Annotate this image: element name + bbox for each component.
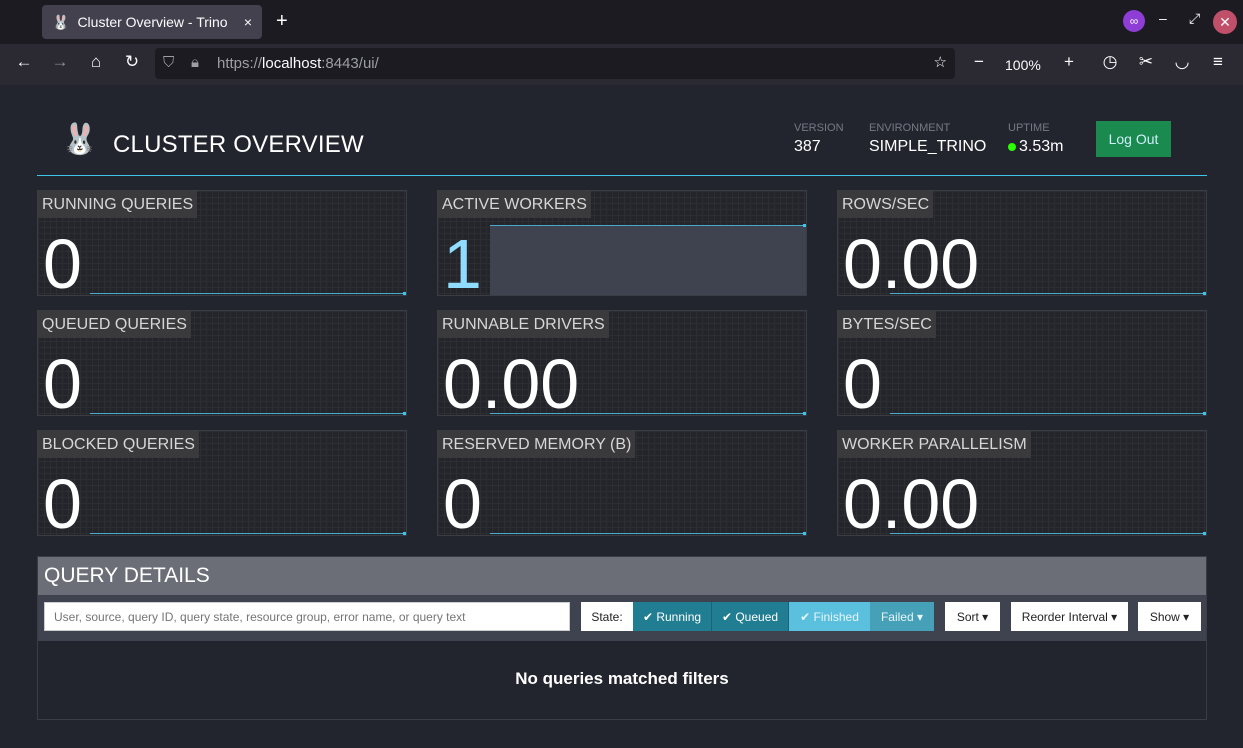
version-label: VERSION	[794, 122, 844, 134]
status-dot-icon	[1008, 143, 1016, 151]
metric-label: QUEUED QUERIES	[38, 311, 191, 338]
metric-panel: RUNNABLE DRIVERS 0.00	[437, 310, 807, 423]
close-tab-icon[interactable]: ×	[243, 14, 252, 30]
sparkline	[90, 412, 406, 415]
metric-label: ACTIVE WORKERS	[438, 191, 591, 218]
metric-panel: ROWS/SEC 0.00	[837, 190, 1207, 303]
tab-title: Cluster Overview - Trino	[77, 14, 228, 30]
metric-panel: WORKER PARALLELISM 0.00	[837, 430, 1207, 543]
empty-message: No queries matched filters	[515, 669, 729, 688]
minimize-button[interactable]: –	[1159, 10, 1167, 26]
metric-label: BYTES/SEC	[838, 311, 936, 338]
query-search-input[interactable]	[44, 602, 570, 631]
metric-panel: ACTIVE WORKERS 1	[437, 190, 807, 303]
home-button[interactable]: ⌂	[90, 52, 102, 71]
metric-value: 0	[43, 345, 82, 423]
metric-panel: QUEUED QUERIES 0	[37, 310, 407, 423]
environment-value: SIMPLE_TRINO	[869, 138, 987, 155]
zoom-in-button[interactable]: +	[1064, 52, 1074, 71]
metric-label: WORKER PARALLELISM	[838, 431, 1031, 458]
sparkline	[890, 412, 1206, 415]
state-failed-dropdown[interactable]: Failed ▾	[870, 602, 934, 631]
metric-label: BLOCKED QUERIES	[38, 431, 199, 458]
query-details-title: QUERY DETAILS	[38, 557, 1206, 595]
url-bar[interactable]: ⛉ 🔒︎ https://localhost:8443/ui/ ☆	[155, 48, 955, 79]
logout-button[interactable]: Log Out	[1096, 121, 1171, 157]
version-value: 387	[794, 138, 821, 155]
show-dropdown[interactable]: Show ▾	[1138, 602, 1201, 631]
sparkline-area	[490, 225, 806, 295]
state-finished-toggle[interactable]: ✔ Finished	[789, 602, 870, 631]
bookmark-star-icon[interactable]: ☆	[933, 54, 947, 71]
back-button[interactable]: ←	[15, 52, 33, 71]
metric-value: 0.00	[443, 345, 580, 423]
sparkline	[490, 224, 806, 227]
query-toolbar: State: ✔ Running ✔ Queued ✔ Finished Fai…	[38, 595, 1206, 641]
private-browsing-icon: ∞	[1123, 10, 1145, 32]
menu-icon[interactable]: ≡	[1213, 52, 1223, 71]
reorder-interval-dropdown[interactable]: Reorder Interval ▾	[1011, 602, 1128, 631]
metric-value: 0	[43, 225, 82, 303]
state-running-toggle[interactable]: ✔ Running	[633, 602, 712, 631]
metric-panel: BLOCKED QUERIES 0	[37, 430, 407, 543]
url-scheme: https://	[217, 55, 263, 72]
environment-info: ENVIRONMENT SIMPLE_TRINO	[869, 122, 986, 156]
metric-panel: BYTES/SEC 0	[837, 310, 1207, 423]
metric-panel: RUNNING QUERIES 0	[37, 190, 407, 303]
metric-label: RUNNABLE DRIVERS	[438, 311, 609, 338]
new-tab-button[interactable]: +	[276, 10, 288, 32]
metric-label: RUNNING QUERIES	[38, 191, 198, 218]
metric-value: 0	[843, 345, 882, 423]
lock-warning-icon: 🔒︎	[191, 54, 199, 71]
metric-panel: RESERVED MEMORY (B) 0	[437, 430, 807, 543]
close-window-button[interactable]: ✕	[1213, 10, 1237, 34]
screenshot-icon[interactable]: ✂	[1138, 52, 1154, 71]
metric-value: 0	[443, 465, 482, 543]
metric-value: 0	[43, 465, 82, 543]
version-info: VERSION 387	[794, 122, 844, 156]
shield-icon: ⛉	[163, 54, 175, 71]
trino-logo-icon: 🐰	[61, 123, 99, 156]
sparkline	[490, 532, 806, 535]
environment-label: ENVIRONMENT	[869, 122, 951, 134]
maximize-button[interactable]: ⤢	[1189, 10, 1201, 26]
trino-favicon-icon: 🐰	[52, 13, 70, 30]
page-title: CLUSTER OVERVIEW	[113, 131, 364, 158]
url-path: :8443/ui/	[321, 55, 379, 72]
state-queued-toggle[interactable]: ✔ Queued	[712, 602, 789, 631]
metric-label: RESERVED MEMORY (B)	[438, 431, 636, 458]
reload-button[interactable]: ↻	[124, 52, 140, 71]
browser-tab[interactable]: 🐰 Cluster Overview - Trino ×	[42, 5, 262, 39]
forward-button[interactable]: →	[51, 52, 69, 71]
sort-dropdown[interactable]: Sort ▾	[945, 602, 1000, 631]
state-label: State:	[581, 602, 633, 631]
metric-value: 0.00	[843, 225, 980, 303]
pocket-icon[interactable]: ◡	[1174, 52, 1190, 71]
browser-nav-bar: ← → ⌂ ↻ ⛉ 🔒︎ https://localhost:8443/ui/ …	[0, 44, 1243, 85]
metric-label: ROWS/SEC	[838, 191, 934, 218]
sparkline	[490, 412, 806, 415]
sparkline	[90, 292, 406, 295]
browser-tab-bar: 🐰 Cluster Overview - Trino × + ∞ – ⤢ ✕	[0, 0, 1243, 44]
uptime-info: UPTIME 3.53m	[1008, 122, 1063, 156]
zoom-out-button[interactable]: −	[974, 52, 984, 71]
query-details: QUERY DETAILS State: ✔ Running ✔ Queued …	[37, 556, 1207, 720]
metric-value: 1	[443, 225, 482, 303]
page-header: 🐰 CLUSTER OVERVIEW VERSION 387 ENVIRONMEN…	[37, 100, 1207, 176]
metric-value: 0.00	[843, 465, 980, 543]
url-host: localhost	[262, 55, 322, 72]
uptime-value: 3.53m	[1019, 138, 1064, 155]
sparkline	[890, 292, 1206, 295]
uptime-label: UPTIME	[1008, 122, 1050, 134]
sparkline	[890, 532, 1206, 535]
history-icon[interactable]: ◷	[1102, 52, 1118, 71]
zoom-level[interactable]: 100%	[1005, 57, 1041, 73]
sparkline	[90, 532, 406, 535]
